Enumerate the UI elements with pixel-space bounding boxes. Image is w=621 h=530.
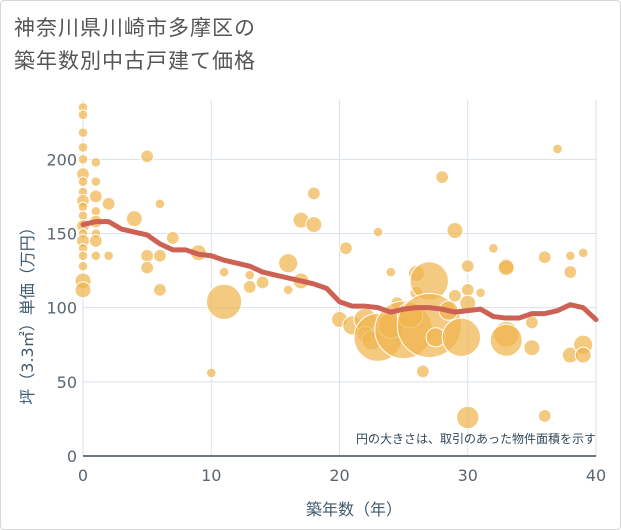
data-bubble bbox=[77, 201, 89, 213]
y-axis-label: 坪（3.3㎡）単価（万円） bbox=[18, 219, 37, 404]
data-bubble bbox=[101, 196, 116, 211]
data-bubble bbox=[77, 142, 89, 153]
data-bubble bbox=[446, 222, 464, 240]
data-bubble bbox=[565, 250, 576, 262]
data-bubble bbox=[441, 317, 482, 358]
data-bubble bbox=[563, 265, 578, 279]
data-bubble bbox=[448, 288, 462, 303]
data-bubble bbox=[488, 243, 499, 254]
data-bubble bbox=[415, 364, 430, 379]
data-bubble bbox=[140, 260, 155, 275]
data-bubble bbox=[435, 170, 450, 185]
data-bubble bbox=[489, 323, 523, 357]
data-bubble bbox=[103, 250, 114, 262]
x-tick-label: 40 bbox=[586, 466, 606, 485]
data-bubble bbox=[165, 231, 180, 245]
data-bubble bbox=[88, 189, 103, 204]
chart-title-line-2: 築年数別中古戸建て価格 bbox=[14, 49, 256, 73]
data-bubble bbox=[205, 283, 243, 320]
trend-line bbox=[80, 219, 599, 323]
data-bubble bbox=[523, 339, 541, 357]
data-bubble bbox=[460, 259, 475, 274]
data-bubble bbox=[278, 253, 299, 274]
data-bubble bbox=[77, 176, 89, 187]
data-bubble bbox=[282, 284, 294, 296]
y-tick-label: 200 bbox=[46, 150, 77, 169]
data-bubble bbox=[574, 346, 592, 364]
y-tick-label: 100 bbox=[46, 299, 77, 318]
data-bubble bbox=[537, 409, 552, 423]
data-bubble bbox=[140, 248, 155, 263]
data-bubble bbox=[154, 198, 166, 210]
data-bubble bbox=[90, 205, 102, 217]
x-tick-label: 20 bbox=[329, 466, 349, 485]
data-bubble bbox=[140, 149, 155, 164]
data-bubble bbox=[537, 250, 552, 265]
data-bubble bbox=[244, 269, 256, 281]
data-bubble bbox=[305, 216, 323, 234]
data-bubble bbox=[577, 247, 589, 259]
data-bubble bbox=[460, 282, 475, 297]
axes: 0 10 20 30 40 0 50 100 150 200 bbox=[46, 150, 606, 485]
data-bubble bbox=[372, 226, 384, 238]
data-bubble bbox=[77, 210, 89, 221]
data-bubble bbox=[475, 287, 486, 299]
data-bubble bbox=[306, 186, 321, 201]
data-bubble bbox=[255, 275, 270, 290]
data-bubble bbox=[77, 250, 89, 262]
grid-lines bbox=[82, 100, 597, 456]
trend-layer bbox=[80, 219, 599, 323]
data-bubble bbox=[74, 281, 92, 299]
chart-title-line-1: 神奈川県川崎市多摩区の bbox=[14, 16, 256, 40]
x-tick-label: 10 bbox=[201, 466, 221, 485]
y-tick-label: 150 bbox=[46, 225, 77, 244]
data-bubble bbox=[77, 127, 89, 138]
data-bubble bbox=[125, 210, 143, 228]
data-bubble bbox=[242, 280, 257, 294]
chart-title: 神奈川県川崎市多摩区の 築年数別中古戸建て価格 bbox=[14, 12, 256, 78]
data-bubble bbox=[77, 154, 89, 165]
data-bubble bbox=[339, 241, 353, 256]
x-tick-label: 0 bbox=[78, 466, 88, 485]
data-bubble bbox=[90, 250, 102, 262]
bubble-layer bbox=[74, 102, 594, 430]
data-bubble bbox=[218, 266, 230, 278]
data-bubble bbox=[524, 315, 539, 330]
data-bubble bbox=[153, 282, 167, 297]
data-bubble bbox=[90, 176, 102, 187]
data-bubble bbox=[385, 266, 397, 278]
data-bubble bbox=[552, 143, 563, 155]
y-tick-label: 0 bbox=[67, 447, 77, 466]
data-bubble bbox=[77, 109, 89, 121]
data-bubble bbox=[90, 157, 102, 168]
x-axis-label: 築年数（年） bbox=[306, 500, 402, 519]
data-bubble bbox=[153, 248, 167, 263]
size-annotation: 円の大きさは、取引のあった物件面積を示す bbox=[356, 431, 596, 446]
data-bubble bbox=[88, 234, 103, 248]
data-bubble bbox=[497, 259, 515, 277]
x-tick-label: 30 bbox=[458, 466, 478, 485]
data-bubble bbox=[205, 367, 217, 379]
data-bubble bbox=[77, 260, 89, 272]
y-tick-label: 50 bbox=[57, 373, 77, 392]
data-bubble bbox=[456, 405, 480, 430]
